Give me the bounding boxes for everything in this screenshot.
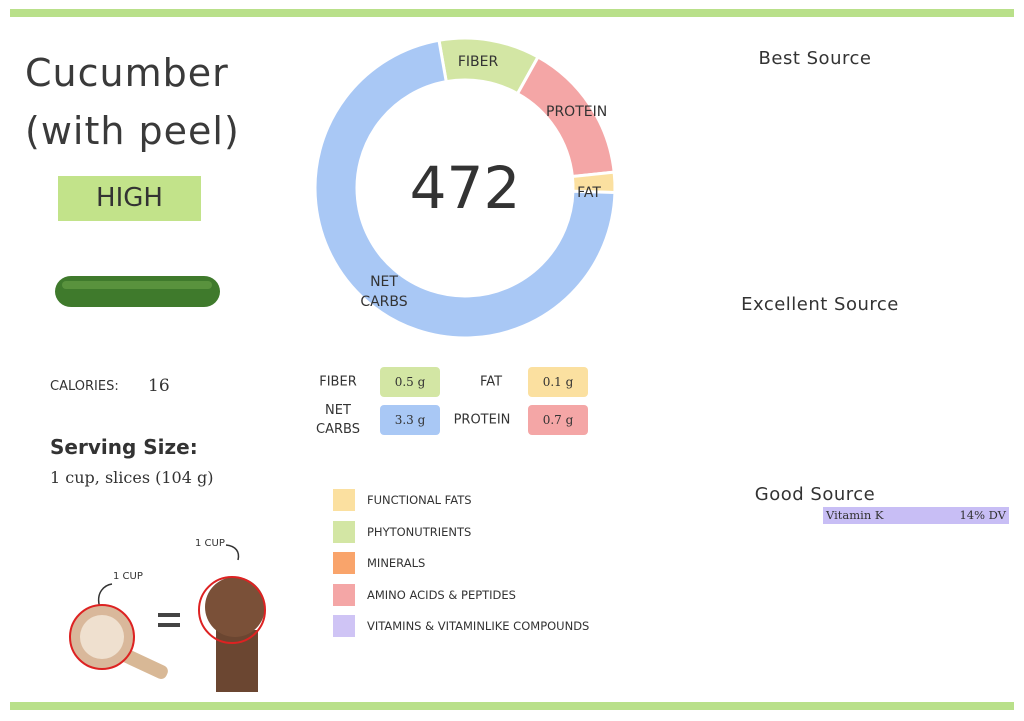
- rating-badge: HIGH: [58, 176, 201, 221]
- cucumber-shine: [62, 281, 212, 289]
- donut-label: FAT: [577, 185, 601, 201]
- legend-swatch: [333, 520, 355, 543]
- donut-center: 472: [409, 154, 521, 222]
- macro-value: 0.7 g: [528, 405, 588, 435]
- cucumber: [55, 276, 220, 307]
- calories-value: 16: [148, 376, 170, 396]
- macro-value: 0.1 g: [528, 367, 588, 397]
- legend-label: PHYTONUTRIENTS: [367, 524, 472, 539]
- legend-label: AMINO ACIDS & PEPTIDES: [367, 587, 516, 602]
- fist-arrow: [225, 544, 240, 561]
- cup-label: 1 CUP: [113, 571, 143, 582]
- equals-bottom: [158, 623, 180, 627]
- nutrient-name: Vitamin K: [826, 508, 884, 522]
- nutrient-dv: 14% DV: [959, 508, 1006, 522]
- donut-segment: [313, 38, 617, 340]
- legend-swatch: [333, 583, 355, 606]
- serving-size: 1 cup, slices (104 g): [50, 468, 214, 487]
- fist: [205, 577, 265, 637]
- legend-label: VITAMINS & VITAMINLIKE COMPOUNDS: [367, 619, 590, 633]
- equals-top: [158, 613, 180, 617]
- food-title: Cucumber (with peel): [25, 51, 240, 153]
- good-source-heading: Good Source: [754, 484, 876, 505]
- bottom-bar: [10, 702, 1014, 710]
- fist-label: 1 CUP: [195, 538, 225, 549]
- donut: [313, 36, 617, 340]
- legend-swatch: [333, 489, 355, 511]
- top-bar: [10, 9, 1014, 17]
- best-source-heading: Best Source: [758, 48, 872, 69]
- legend-swatch: [333, 615, 355, 637]
- source-bar: Vitamin K 14% DV: [823, 507, 1009, 524]
- fist-circle: [198, 576, 266, 644]
- serving-heading: Serving Size:: [50, 435, 198, 459]
- macro-value: 0.5 g: [380, 367, 440, 397]
- donut-label: FIBER: [457, 54, 499, 70]
- calories-label: CALORIES:: [50, 379, 119, 394]
- macro-label: FAT: [479, 374, 503, 390]
- macro-value: 3.3 g: [380, 405, 440, 435]
- legend-swatch: [333, 552, 355, 574]
- macro-label: FIBER: [319, 374, 357, 390]
- macro-label: PROTEIN: [453, 412, 511, 428]
- donut-label: PROTEIN: [546, 104, 608, 120]
- excellent-source-heading: Excellent Source: [741, 294, 899, 315]
- legend-label: FUNCTIONAL FATS: [367, 493, 472, 507]
- macro-label: NET CARBS: [316, 403, 360, 437]
- cup-inside: [80, 615, 124, 659]
- legend-label: MINERALS: [367, 556, 426, 570]
- donut-label: NET CARBS: [360, 274, 408, 310]
- arm: [216, 630, 258, 692]
